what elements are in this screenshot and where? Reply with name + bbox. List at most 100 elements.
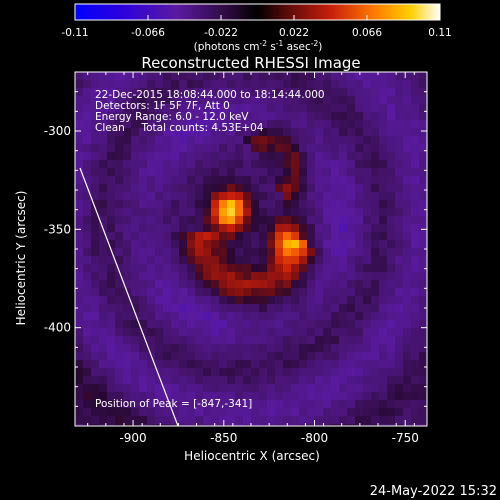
heatmap-pixel — [131, 360, 139, 368]
heatmap-pixel — [147, 344, 155, 352]
heatmap-pixel — [387, 208, 395, 216]
heatmap-pixel — [379, 368, 387, 376]
heatmap-pixel — [299, 160, 307, 168]
heatmap-pixel — [107, 424, 115, 426]
heatmap-pixel — [115, 392, 123, 400]
heatmap-pixel — [347, 120, 355, 128]
heatmap-pixel — [403, 136, 411, 144]
heatmap-pixel — [339, 272, 347, 280]
heatmap-pixel — [419, 240, 427, 248]
heatmap-pixel — [243, 304, 251, 312]
heatmap-pixel — [347, 168, 355, 176]
heatmap-pixel — [75, 136, 83, 144]
heatmap-pixel — [259, 416, 267, 424]
heatmap-pixel — [211, 88, 219, 96]
heatmap-pixel — [91, 336, 99, 344]
heatmap-pixel — [307, 368, 315, 376]
heatmap-pixel — [155, 344, 163, 352]
heatmap-pixel — [355, 72, 363, 80]
heatmap-pixel — [267, 80, 275, 88]
heatmap-pixel — [371, 344, 379, 352]
heatmap-pixel — [75, 240, 83, 248]
colorbar-tick-label: -0.066 — [131, 27, 165, 39]
heatmap-pixel — [355, 160, 363, 168]
heatmap-pixel — [403, 192, 411, 200]
heatmap-pixel — [331, 368, 339, 376]
heatmap-pixel — [211, 224, 219, 232]
heatmap-pixel — [83, 208, 91, 216]
heatmap-pixel — [83, 368, 91, 376]
heatmap-pixel — [147, 120, 155, 128]
heatmap-pixel — [203, 88, 211, 96]
heatmap-pixel — [339, 240, 347, 248]
heatmap-pixel — [411, 200, 419, 208]
heatmap-pixel — [299, 280, 307, 288]
heatmap-pixel — [91, 424, 99, 426]
heatmap-pixel — [163, 184, 171, 192]
heatmap-pixel — [171, 80, 179, 88]
heatmap-pixel — [347, 160, 355, 168]
heatmap-pixel — [131, 344, 139, 352]
heatmap-pixel — [147, 160, 155, 168]
heatmap-pixel — [227, 328, 235, 336]
heatmap-pixel — [315, 368, 323, 376]
heatmap-pixel — [139, 240, 147, 248]
heatmap-pixel — [75, 176, 83, 184]
heatmap-pixel — [75, 160, 83, 168]
heatmap-pixel — [139, 400, 147, 408]
heatmap-pixel — [139, 120, 147, 128]
heatmap-pixel — [395, 328, 403, 336]
heatmap-pixel — [123, 352, 131, 360]
heatmap-pixel — [131, 216, 139, 224]
heatmap-pixel — [299, 352, 307, 360]
heatmap-pixel — [283, 280, 291, 288]
heatmap-pixel — [147, 168, 155, 176]
heatmap-pixel — [139, 136, 147, 144]
heatmap-pixel — [251, 312, 259, 320]
heatmap-pixel — [283, 208, 291, 216]
heatmap-pixel — [387, 344, 395, 352]
heatmap-pixel — [171, 288, 179, 296]
heatmap-pixel — [403, 360, 411, 368]
heatmap-pixel — [355, 248, 363, 256]
heatmap-pixel — [227, 416, 235, 424]
heatmap-pixel — [211, 184, 219, 192]
heatmap-pixel — [355, 320, 363, 328]
heatmap-pixel — [227, 256, 235, 264]
heatmap-pixel — [139, 344, 147, 352]
heatmap-pixel — [75, 120, 83, 128]
heatmap-pixel — [139, 368, 147, 376]
heatmap-pixel — [179, 392, 187, 400]
heatmap-pixel — [131, 376, 139, 384]
heatmap-pixel — [419, 168, 427, 176]
heatmap-pixel — [323, 272, 331, 280]
heatmap-pixel — [131, 368, 139, 376]
heatmap-pixel — [387, 304, 395, 312]
heatmap-pixel — [403, 96, 411, 104]
heatmap-pixel — [75, 368, 83, 376]
heatmap-pixel — [227, 96, 235, 104]
heatmap-pixel — [371, 368, 379, 376]
heatmap-pixel — [275, 264, 283, 272]
heatmap-pixel — [227, 192, 235, 200]
heatmap-pixel — [363, 224, 371, 232]
heatmap-pixel — [99, 216, 107, 224]
heatmap-pixel — [219, 384, 227, 392]
heatmap-pixel — [139, 288, 147, 296]
heatmap-pixel — [371, 408, 379, 416]
heatmap-pixel — [331, 360, 339, 368]
info-line-energy: Energy Range: 6.0 - 12.0 keV — [95, 111, 249, 123]
heatmap-pixel — [163, 296, 171, 304]
heatmap-pixel — [355, 352, 363, 360]
heatmap-pixel — [147, 328, 155, 336]
heatmap-pixel — [147, 280, 155, 288]
heatmap-pixel — [155, 376, 163, 384]
heatmap-pixel — [179, 128, 187, 136]
heatmap-pixel — [107, 360, 115, 368]
heatmap-pixel — [195, 408, 203, 416]
heatmap-pixel — [339, 264, 347, 272]
heatmap-pixel — [139, 224, 147, 232]
heatmap-pixel — [379, 344, 387, 352]
heatmap-pixel — [291, 376, 299, 384]
heatmap-pixel — [323, 120, 331, 128]
